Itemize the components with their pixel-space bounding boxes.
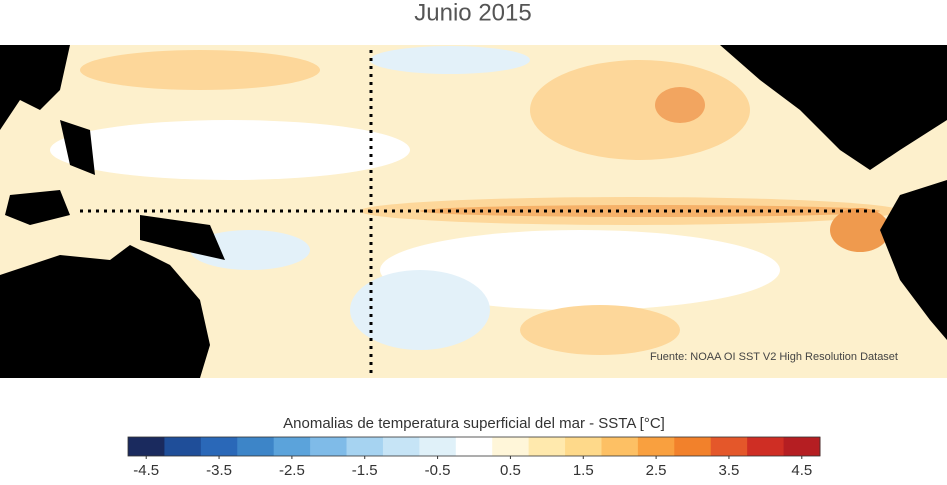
- colorbar-swatch: [637, 437, 675, 456]
- colorbar-tick-label: 2.5: [646, 462, 667, 479]
- colorbar-frame: [127, 436, 821, 457]
- colorbar-tick-label: -2.5: [279, 462, 305, 479]
- map: Fuente: NOAA OI SST V2 High Resolution D…: [0, 45, 947, 378]
- colorbar-swatch: [565, 437, 602, 456]
- title: Junio 2015: [414, 0, 531, 26]
- colorbar-tick-label: 3.5: [719, 462, 740, 479]
- colorbar-swatch: [674, 437, 712, 456]
- colorbar-tick-label: 0.5: [500, 462, 521, 479]
- colorbar-tick-label: -4.5: [133, 462, 159, 479]
- colorbar-swatch: [164, 437, 202, 456]
- colorbar-tick-label: -1.5: [352, 462, 378, 479]
- colorbar-swatch: [273, 437, 311, 456]
- colorbar-swatch: [419, 437, 457, 456]
- colorbar-swatch: [455, 437, 493, 456]
- colorbar-swatch: [200, 437, 238, 456]
- colorbar-label: Anomalias de temperatura superficial del…: [283, 415, 665, 432]
- source-note: Fuente: NOAA OI SST V2 High Resolution D…: [650, 351, 898, 363]
- colorbar-swatch: [747, 437, 785, 456]
- colorbar-swatch: [382, 437, 420, 456]
- colorbar-swatch: [237, 437, 275, 456]
- colorbar-swatch: [783, 437, 821, 456]
- colorbar-swatch: [710, 437, 748, 456]
- colorbar-swatch: [528, 437, 566, 456]
- colorbar: -4.5 -3.5 -2.5 -1.5 -0.5 0.5 1.5 2.5 3.5 4.5: [127, 436, 821, 479]
- colorbar-tick-label: -0.5: [425, 462, 451, 479]
- colorbar-swatch: [128, 437, 165, 456]
- colorbar-tick-label: 1.5: [573, 462, 594, 479]
- colorbar-swatch: [601, 437, 639, 456]
- colorbar-swatch: [310, 437, 348, 456]
- colorbar-swatch: [492, 437, 530, 456]
- colorbar-tick-label: 4.5: [791, 462, 812, 479]
- colorbar-tick-label: -3.5: [206, 462, 232, 479]
- colorbar-swatch: [346, 437, 384, 456]
